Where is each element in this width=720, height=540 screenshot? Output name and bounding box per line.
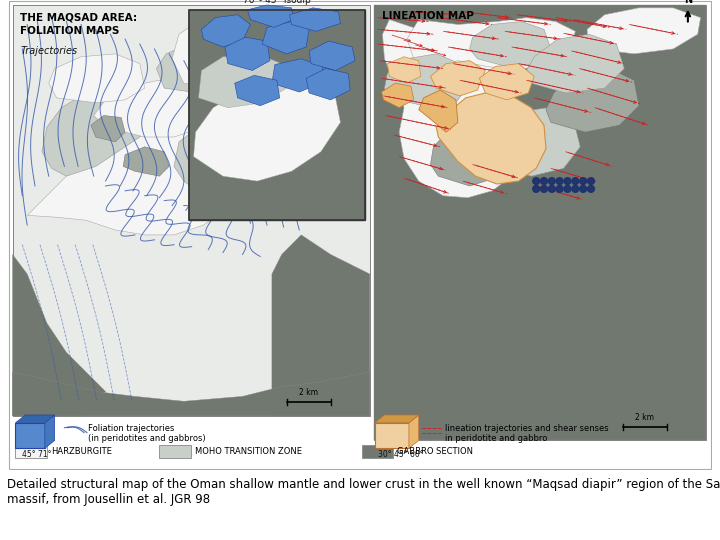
- Circle shape: [564, 178, 571, 185]
- Polygon shape: [123, 147, 169, 176]
- Bar: [15, 446, 47, 458]
- Polygon shape: [262, 22, 309, 54]
- Text: MOHO TRANSITION ZONE: MOHO TRANSITION ZONE: [194, 447, 302, 456]
- Text: LINEATION MAP: LINEATION MAP: [382, 11, 474, 21]
- Text: lineation trajectories and shear senses: lineation trajectories and shear senses: [445, 424, 609, 433]
- Text: FOLIATION MAPS: FOLIATION MAPS: [20, 26, 120, 36]
- Text: (in peridotites and gabbros): (in peridotites and gabbros): [88, 434, 205, 443]
- Circle shape: [588, 185, 595, 192]
- Polygon shape: [189, 10, 365, 220]
- Polygon shape: [94, 80, 223, 137]
- Text: 45° 71°: 45° 71°: [22, 450, 52, 459]
- Circle shape: [541, 178, 547, 185]
- Polygon shape: [202, 15, 251, 47]
- Polygon shape: [382, 83, 414, 107]
- Polygon shape: [194, 80, 341, 181]
- Circle shape: [580, 185, 587, 192]
- Circle shape: [533, 185, 539, 192]
- Polygon shape: [306, 69, 350, 100]
- Polygon shape: [42, 88, 164, 176]
- Polygon shape: [199, 54, 287, 107]
- Text: Detailed structural map of the Oman shallow mantle and lower crust in the well k: Detailed structural map of the Oman shal…: [7, 478, 720, 507]
- Polygon shape: [12, 254, 106, 416]
- Text: 30° 45° 60°: 30° 45° 60°: [377, 450, 423, 459]
- Polygon shape: [382, 19, 551, 198]
- Polygon shape: [469, 22, 551, 66]
- Polygon shape: [45, 415, 55, 448]
- Polygon shape: [431, 125, 507, 186]
- Polygon shape: [235, 76, 280, 106]
- Polygon shape: [15, 415, 55, 423]
- Bar: [12, 5, 370, 416]
- Bar: [159, 446, 191, 458]
- Text: HARZBURGITE: HARZBURGITE: [50, 447, 112, 456]
- Polygon shape: [431, 60, 485, 96]
- Text: 2 km: 2 km: [299, 388, 318, 397]
- Polygon shape: [407, 18, 575, 71]
- Polygon shape: [172, 12, 311, 88]
- Polygon shape: [15, 423, 45, 448]
- Text: GABBRO SECTION: GABBRO SECTION: [397, 447, 473, 456]
- Polygon shape: [289, 8, 341, 31]
- Polygon shape: [419, 90, 458, 132]
- Circle shape: [533, 178, 539, 185]
- Polygon shape: [12, 372, 370, 416]
- Bar: [374, 5, 706, 441]
- Bar: [362, 446, 393, 458]
- Polygon shape: [546, 69, 639, 132]
- Circle shape: [549, 185, 555, 192]
- Circle shape: [541, 185, 547, 192]
- Text: in peridotite and gabbro: in peridotite and gabbro: [445, 434, 547, 443]
- Circle shape: [588, 178, 595, 185]
- Polygon shape: [526, 34, 624, 93]
- Circle shape: [580, 178, 587, 185]
- Polygon shape: [174, 123, 272, 206]
- Polygon shape: [374, 423, 409, 448]
- Polygon shape: [91, 116, 125, 142]
- Polygon shape: [436, 92, 546, 184]
- Text: 2 km: 2 km: [635, 413, 654, 422]
- Polygon shape: [225, 37, 270, 71]
- Polygon shape: [409, 415, 419, 448]
- Circle shape: [572, 185, 579, 192]
- Polygon shape: [490, 107, 580, 176]
- Polygon shape: [374, 5, 706, 441]
- Text: THE MAQSAD AREA:: THE MAQSAD AREA:: [20, 13, 138, 23]
- Circle shape: [557, 185, 563, 192]
- Polygon shape: [587, 8, 701, 54]
- Polygon shape: [480, 64, 534, 100]
- Polygon shape: [309, 41, 355, 71]
- Polygon shape: [27, 103, 262, 235]
- Polygon shape: [249, 51, 346, 123]
- Text: 70°- 45° isodip: 70°- 45° isodip: [243, 0, 311, 5]
- Circle shape: [564, 185, 571, 192]
- Polygon shape: [156, 44, 248, 93]
- Text: Foliation trajectories: Foliation trajectories: [88, 424, 174, 433]
- Polygon shape: [189, 10, 365, 220]
- Text: N: N: [684, 0, 692, 5]
- Circle shape: [549, 178, 555, 185]
- Circle shape: [572, 178, 579, 185]
- Circle shape: [557, 178, 563, 185]
- Polygon shape: [272, 59, 323, 92]
- Polygon shape: [248, 5, 294, 28]
- Bar: [189, 10, 365, 220]
- Polygon shape: [49, 54, 145, 103]
- Polygon shape: [387, 57, 420, 83]
- Text: Trajectories: Trajectories: [20, 46, 78, 56]
- Polygon shape: [384, 54, 468, 106]
- Polygon shape: [254, 103, 346, 176]
- Polygon shape: [272, 235, 370, 416]
- Polygon shape: [374, 415, 419, 423]
